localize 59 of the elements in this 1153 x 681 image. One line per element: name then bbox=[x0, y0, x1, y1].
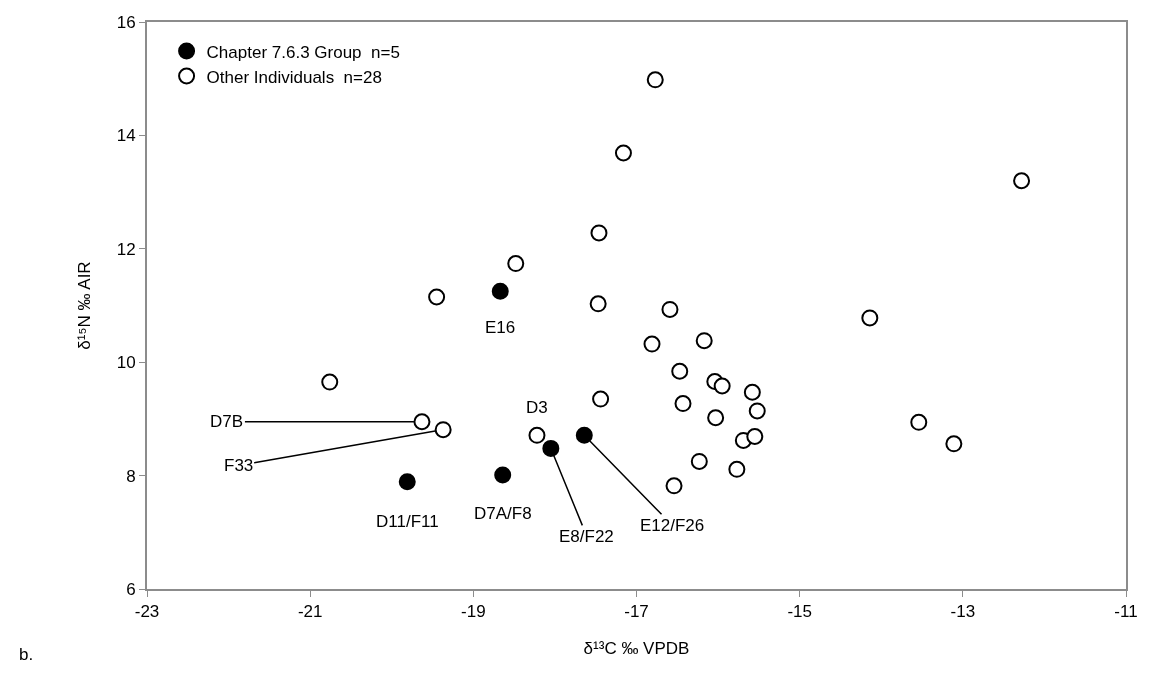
point bbox=[674, 395, 692, 413]
y-tick-label: 16 bbox=[116, 12, 136, 32]
x-tick-label: -19 bbox=[461, 602, 486, 622]
annotation: D7B bbox=[210, 412, 244, 431]
point bbox=[434, 421, 452, 439]
point bbox=[398, 473, 416, 491]
point bbox=[748, 402, 766, 420]
annotation: D3 bbox=[526, 398, 548, 417]
point bbox=[528, 426, 546, 444]
point bbox=[695, 332, 713, 350]
annotation: E16 bbox=[485, 318, 516, 337]
y-axis-title: δ¹⁵N ‰ AIR bbox=[74, 261, 94, 350]
annotation: E8/F22 bbox=[559, 527, 614, 546]
point bbox=[713, 377, 731, 395]
y-tick-label: 6 bbox=[126, 579, 136, 599]
point bbox=[646, 71, 664, 89]
point bbox=[614, 144, 632, 162]
point bbox=[592, 390, 610, 408]
point bbox=[945, 435, 963, 453]
legend-label: Chapter 7.6.3 Group n=5 bbox=[206, 42, 400, 62]
x-tick-label: -17 bbox=[624, 602, 649, 622]
x-tick-label: -23 bbox=[134, 602, 160, 622]
point bbox=[661, 300, 679, 318]
y-tick-label: 12 bbox=[116, 239, 136, 259]
point bbox=[507, 255, 525, 273]
point bbox=[910, 413, 928, 431]
point bbox=[494, 466, 512, 484]
legend-label: Other Individuals n=28 bbox=[206, 67, 382, 87]
point bbox=[728, 460, 746, 478]
point bbox=[671, 362, 689, 380]
point bbox=[861, 309, 879, 327]
point bbox=[321, 373, 339, 391]
annotation: D7A/F8 bbox=[474, 504, 532, 523]
x-tick-label: -21 bbox=[297, 602, 323, 622]
y-tick-label: 14 bbox=[116, 126, 136, 146]
y-tick-label: 8 bbox=[126, 466, 136, 486]
point bbox=[743, 383, 761, 401]
x-tick-label: -11 bbox=[1114, 602, 1138, 622]
point bbox=[1013, 172, 1031, 190]
annotation: E12/F26 bbox=[640, 516, 705, 535]
annotation: F33 bbox=[224, 456, 254, 475]
point bbox=[589, 295, 607, 313]
point bbox=[413, 413, 431, 431]
x-tick-label: -15 bbox=[787, 602, 812, 622]
point bbox=[575, 426, 593, 444]
point bbox=[428, 288, 446, 306]
point bbox=[590, 224, 608, 242]
point bbox=[643, 335, 661, 353]
y-tick-label: 10 bbox=[116, 353, 136, 373]
x-axis-title: δ¹³C ‰ VPDB bbox=[583, 639, 690, 659]
point bbox=[746, 427, 764, 445]
x-tick-label: -13 bbox=[950, 602, 976, 622]
point bbox=[707, 409, 725, 427]
point bbox=[665, 477, 683, 495]
point bbox=[690, 452, 708, 470]
annotation: D11/F11 bbox=[376, 512, 439, 531]
point bbox=[491, 282, 509, 300]
point bbox=[542, 439, 560, 457]
text: b. bbox=[19, 645, 34, 664]
